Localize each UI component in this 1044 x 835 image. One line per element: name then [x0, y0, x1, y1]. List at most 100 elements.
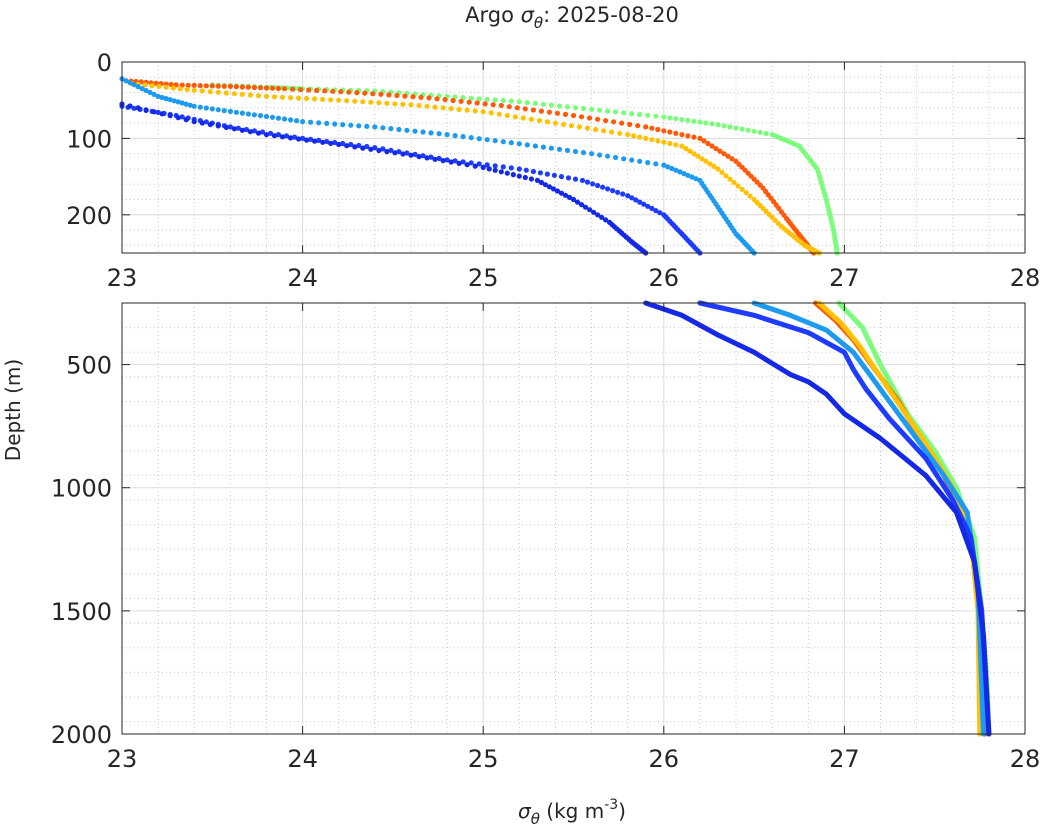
data-point [432, 156, 438, 162]
data-point [283, 133, 290, 139]
data-point [143, 107, 149, 113]
data-point [743, 190, 749, 196]
data-point [344, 143, 350, 149]
data-point [593, 126, 599, 133]
data-point [625, 132, 631, 138]
data-point [587, 115, 593, 121]
data-point [239, 91, 245, 97]
data-point [589, 151, 595, 157]
data-point [560, 121, 567, 127]
data-point [643, 135, 649, 141]
data-point [516, 141, 522, 147]
data-point [605, 153, 611, 159]
x-tick-label: 26 [649, 264, 680, 292]
data-point [673, 167, 679, 173]
data-point [171, 98, 177, 104]
data-point [324, 120, 330, 126]
data-point [304, 137, 310, 143]
data-point [566, 194, 573, 200]
data-point [512, 114, 518, 120]
data-point [308, 136, 314, 142]
data-point [532, 100, 539, 106]
data-point [727, 176, 733, 182]
data-point [653, 113, 659, 119]
data-point [328, 140, 334, 146]
data-point [420, 129, 426, 135]
data-point [380, 125, 386, 131]
data-point [504, 112, 510, 119]
data-point [436, 131, 442, 137]
data-point [360, 145, 366, 151]
data-point [523, 167, 529, 173]
data-point [544, 119, 551, 125]
data-point [691, 151, 697, 157]
data-point [685, 133, 691, 139]
y-tick-label: 2000 [51, 721, 112, 749]
data-point [530, 168, 537, 175]
data-point [167, 113, 173, 119]
data-point [436, 155, 442, 161]
data-point [637, 158, 643, 164]
data-point [324, 138, 330, 145]
data-point [354, 90, 360, 96]
data-point [275, 115, 282, 121]
data-point [207, 89, 213, 95]
data-point [580, 150, 587, 156]
data-point [384, 149, 390, 155]
data-point [468, 95, 474, 101]
data-point [482, 101, 488, 107]
data-point [404, 127, 410, 133]
data-point [131, 82, 137, 88]
data-point [191, 103, 197, 109]
data-point [496, 111, 502, 117]
x-tick-label: 23 [107, 745, 138, 773]
data-point [392, 101, 398, 107]
data-point [480, 109, 486, 115]
data-point [570, 112, 577, 119]
data-point [388, 126, 394, 132]
data-point [223, 90, 229, 96]
data-point [653, 208, 659, 214]
data-point [233, 84, 239, 90]
data-point [215, 123, 221, 129]
data-point [486, 166, 492, 172]
data-point [183, 101, 189, 107]
data-point [416, 102, 422, 109]
data-point [697, 135, 703, 141]
data-point [653, 161, 659, 167]
data-point [155, 109, 161, 115]
data-point [631, 133, 637, 139]
data-point [673, 142, 679, 148]
data-point [587, 207, 593, 213]
data-point [747, 193, 753, 199]
data-point [629, 111, 635, 117]
data-point [661, 162, 667, 168]
x-tick-label: 28 [1010, 745, 1041, 773]
data-point [215, 83, 221, 89]
data-point [281, 116, 288, 122]
data-point [713, 146, 719, 152]
data-point [649, 125, 655, 131]
data-point [402, 93, 408, 99]
data-point [579, 177, 586, 183]
data-point [707, 161, 713, 167]
data-point [584, 179, 591, 185]
data-point [255, 130, 262, 136]
data-point [703, 120, 709, 126]
data-point [418, 94, 424, 100]
data-point [568, 123, 575, 129]
data-point [510, 172, 516, 178]
data-point [466, 99, 472, 105]
data-point [448, 106, 454, 112]
data-point [731, 179, 737, 186]
data-point [619, 120, 625, 126]
data-point [179, 100, 185, 106]
x-tick-label: 25 [468, 745, 499, 773]
data-point [721, 151, 727, 157]
data-point [346, 89, 352, 95]
data-point [464, 107, 470, 113]
data-point [300, 135, 306, 141]
data-point [558, 190, 565, 196]
data-point [468, 135, 474, 141]
data-point [739, 186, 745, 192]
